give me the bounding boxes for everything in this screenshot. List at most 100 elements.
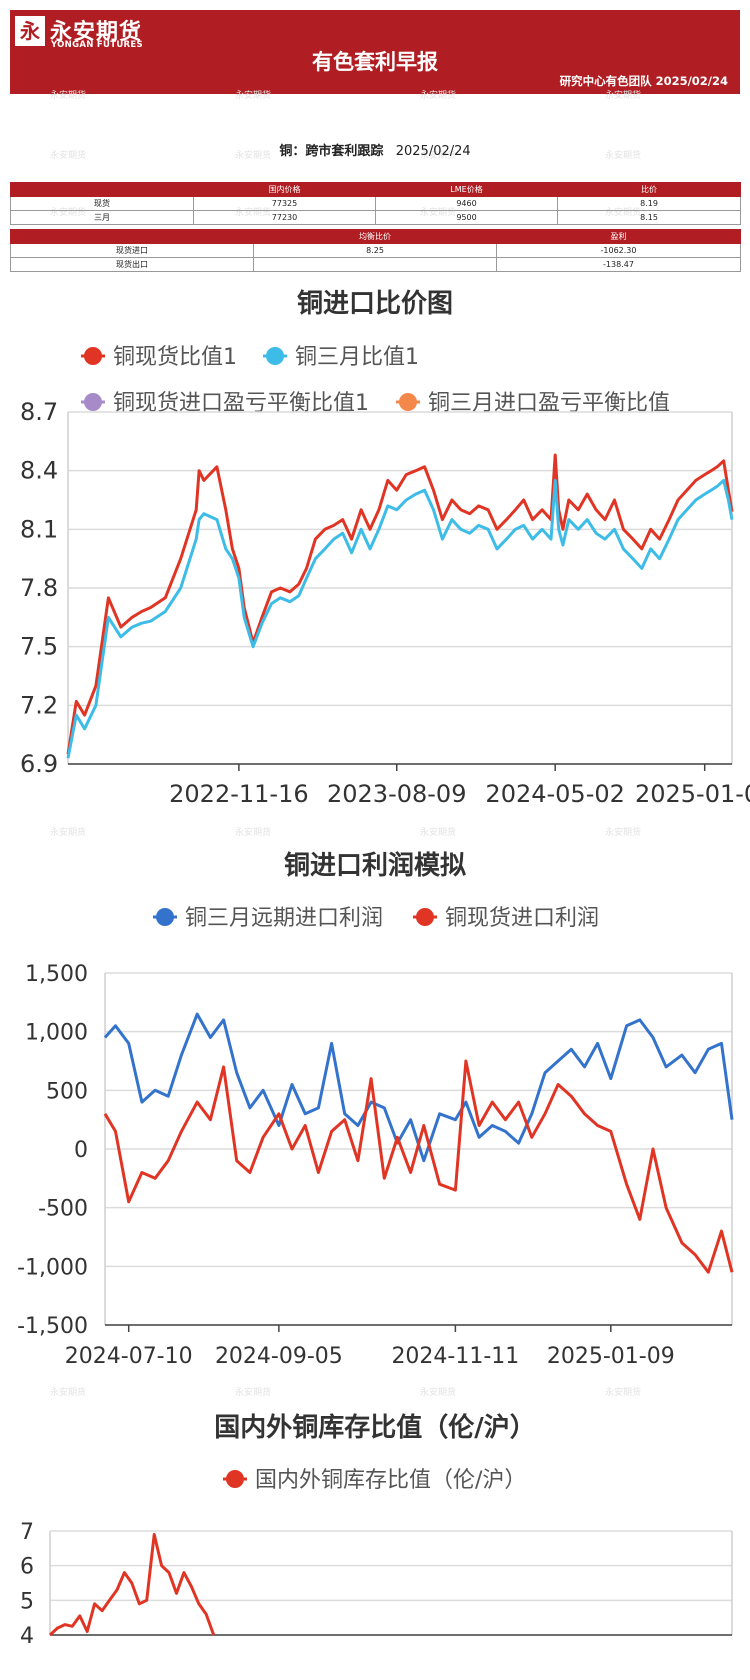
watermark-text: 永安期货 (50, 828, 87, 838)
chart2-title: 铜进口利润模拟 (283, 851, 466, 881)
watermark-text: 永安期货 (605, 1388, 642, 1398)
x-tick-label: 2024-07-10 (65, 1344, 193, 1369)
table-cell (253, 257, 497, 272)
watermark-text: 永安期货 (50, 91, 87, 101)
y-tick-label: 1,000 (25, 1021, 88, 1046)
watermark-text: 永安期货 (235, 151, 272, 161)
brand-name: 永安期货 (50, 20, 143, 45)
legend-item: 国内外铜库存比值（伦/沪） (223, 1468, 526, 1493)
series-line (66, 453, 734, 755)
price-table: 国内价格 LME价格 比价 现货 77325 9460 8.19 三月 7723… (10, 182, 741, 225)
y-tick-label: 1,500 (25, 962, 88, 987)
table-cell: 8.15 (557, 210, 741, 225)
legend-label: 铜三月比值1 (295, 345, 419, 370)
legend-marker (156, 908, 174, 926)
table-row: 三月 77230 9500 8.15 (10, 210, 741, 225)
table-header-cell (10, 229, 254, 244)
legend-marker (84, 393, 102, 411)
table-cell: 8.25 (253, 243, 497, 258)
table-row: 现货 77325 9460 8.19 (10, 196, 741, 211)
watermark-text: 永安期货 (235, 1388, 272, 1398)
brand-name-en: YONGAN FUTURES (51, 40, 143, 50)
table-cell: 77230 (193, 210, 376, 225)
table-cell: 现货出口 (10, 257, 254, 272)
x-tick-label: 2024-09-05 (215, 1344, 343, 1369)
section-heading: 铜：跨市套利跟踪 2025/02/24 (0, 140, 750, 159)
y-tick-label: 5 (20, 1589, 34, 1614)
watermark-text: 永安期货 (605, 828, 642, 838)
balance-table: 均衡比价 盈利 现货进口 8.25 -1062.30 现货出口 -138.47 (10, 229, 741, 272)
chart3-title: 国内外铜库存比值（伦/沪） (214, 1413, 536, 1443)
y-tick-label: -500 (38, 1197, 88, 1222)
legend-label: 铜现货比值1 (113, 345, 237, 370)
table-cell: 三月 (10, 210, 194, 225)
y-tick-label: 7.8 (20, 574, 58, 602)
table-header-cell: 盈利 (496, 229, 741, 244)
table-header-cell: 比价 (557, 182, 741, 197)
series-line (103, 1059, 734, 1274)
table-header-cell: 国内价格 (193, 182, 376, 197)
watermark-text: 永安期货 (420, 151, 457, 161)
table-header-row: 国内价格 LME价格 比价 (10, 182, 741, 197)
watermark-text: 永安期货 (605, 151, 642, 161)
table-header-row: 均衡比价 盈利 (10, 229, 741, 244)
x-tick-label: 2023-08-09 (327, 780, 466, 808)
watermark-text: 永安期货 (50, 151, 87, 161)
report-subtitle: 研究中心有色团队 2025/02/24 (559, 74, 728, 88)
report-header: 永 永安期货 YONGAN FUTURES 有色套利早报 研究中心有色团队 20… (10, 10, 740, 94)
legend-marker (266, 347, 284, 365)
legend-item: 铜现货比值1 (81, 345, 237, 370)
legend-marker (416, 908, 434, 926)
watermark-text: 永安期货 (235, 91, 272, 101)
y-tick-label: 7.5 (20, 633, 58, 661)
legend-label: 铜三月远期进口利润 (185, 906, 383, 931)
watermark-text: 永安期货 (420, 828, 457, 838)
legend-label: 国内外铜库存比值（伦/沪） (255, 1468, 526, 1493)
y-tick-label: 8.7 (20, 398, 58, 426)
y-tick-label: 8.1 (20, 515, 58, 543)
table-header-cell (10, 182, 194, 197)
table-cell: -138.47 (496, 257, 741, 272)
y-tick-label: 7 (20, 1520, 34, 1545)
legend-item: 铜三月比值1 (263, 345, 419, 370)
section-date: 2025/02/24 (395, 144, 471, 159)
legend-marker (226, 1470, 244, 1488)
table-cell: -1062.30 (496, 243, 741, 258)
legend-marker (399, 393, 417, 411)
table-header-cell: LME价格 (375, 182, 558, 197)
y-tick-label: 4 (20, 1624, 34, 1649)
watermark-text: 永安期货 (50, 1388, 87, 1398)
table-cell: 现货进口 (10, 243, 254, 258)
table-cell: 77325 (193, 196, 376, 211)
y-tick-label: 500 (46, 1079, 88, 1104)
y-tick-label: -1,500 (17, 1314, 88, 1339)
y-tick-label: 6 (20, 1555, 34, 1580)
report-title: 有色套利早报 (312, 50, 438, 74)
legend-item: 铜现货进口利润 (413, 906, 599, 931)
table-header-cell: 均衡比价 (253, 229, 497, 244)
legend-marker (84, 347, 102, 365)
profit-chart: 铜三月远期进口利润 铜现货进口利润 -1,500 -1,000 -500 0 500 1,00… (17, 906, 734, 1369)
watermark-text: 永安期货 (420, 91, 457, 101)
table-row: 现货出口 -138.47 (10, 257, 741, 272)
y-tick-label: 0 (74, 1138, 88, 1163)
x-tick-label: 2025-01-09 (547, 1344, 675, 1369)
table-cell: 8.19 (557, 196, 741, 211)
series-line (103, 1012, 734, 1163)
y-tick-label: 8.4 (20, 457, 58, 485)
chart1-title: 铜进口比价图 (296, 289, 453, 319)
section-title: 铜：跨市套利跟踪 (279, 144, 384, 159)
watermark-text: 永安期货 (605, 91, 642, 101)
y-tick-label: 6.9 (20, 750, 58, 778)
x-tick-label: 2022-11-16 (169, 780, 308, 808)
legend-item: 铜三月远期进口利润 (153, 906, 383, 931)
table-cell: 现货 (10, 196, 194, 211)
watermark-text: 永安期货 (420, 1388, 457, 1398)
table-cell: 9500 (375, 210, 558, 225)
table-row: 现货进口 8.25 -1062.30 (10, 243, 741, 258)
series-line (48, 1533, 216, 1637)
x-tick-label: 2024-11-11 (391, 1344, 519, 1369)
watermark-text: 永安期货 (235, 828, 272, 838)
y-tick-label: -1,000 (17, 1255, 88, 1280)
